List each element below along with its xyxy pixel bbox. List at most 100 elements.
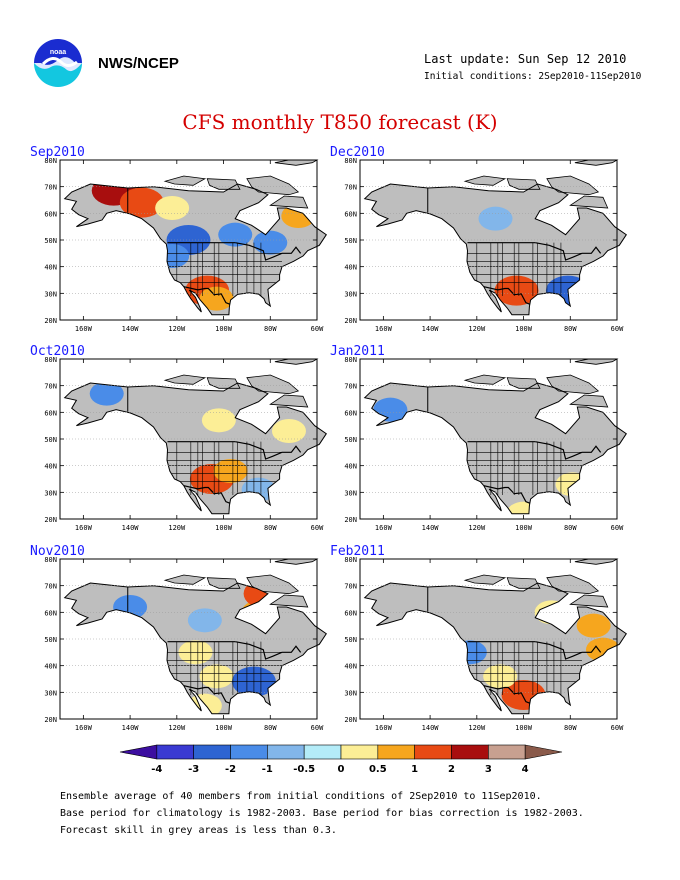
island [546, 574, 600, 595]
lon-tick-label: 140W [122, 325, 140, 333]
anomaly-patch [483, 664, 518, 689]
lat-tick-label: 40N [44, 264, 57, 272]
lat-tick-label: 30N [344, 689, 357, 697]
colorbar-label: -1 [262, 764, 273, 775]
lon-tick-label: 140W [122, 524, 140, 532]
forecast-panel-dec2010: 80N 70N 60N 50N 40N 30N 20N 160W 140W 120W 100W 80W… [330, 145, 630, 335]
axis-ticks [360, 159, 618, 321]
lon-tick-label: 60W [311, 524, 324, 532]
forecast-map: 80N 70N 60N 50N 40N 30N 20N 160W 140W 120W 100W 80W… [44, 556, 327, 732]
axis-ticks [60, 159, 318, 321]
coastline [363, 382, 627, 515]
forecast-panel-nov2010: 80N 70N 60N 50N 40N 30N 20N 160W 140W 120W 100W 80W… [30, 544, 330, 734]
island [163, 175, 207, 186]
lon-tick-label: 160W [75, 325, 93, 333]
lon-tick-label: 100W [215, 325, 233, 333]
axis-ticks [60, 558, 318, 720]
anomaly-layer [89, 383, 306, 502]
lon-tick-label: 140W [422, 325, 440, 333]
lat-tick-label: 80N [44, 356, 57, 364]
lat-tick-label: 50N [44, 237, 57, 245]
colorbar-segment [524, 744, 563, 760]
lon-tick-label: 160W [75, 724, 93, 732]
lat-tick-label: 20N [44, 516, 57, 524]
lon-tick-label: 120W [468, 524, 486, 532]
footer-notes: Ensemble average of 40 members from init… [60, 788, 584, 839]
anomaly-patch [576, 613, 611, 638]
anomaly-patch [494, 275, 539, 306]
colorbar-label: 2 [448, 764, 455, 775]
anomaly-patch [187, 608, 222, 633]
colorbar-label: -3 [188, 764, 199, 775]
anomaly-patch [201, 408, 236, 433]
lon-tick-label: 100W [515, 524, 533, 532]
lon-tick-label: 100W [515, 325, 533, 333]
coastline [63, 582, 327, 715]
lon-tick-label: 120W [168, 524, 186, 532]
island [546, 175, 600, 196]
lon-tick-label: 100W [515, 724, 533, 732]
island [163, 374, 207, 385]
svg-text:noaa: noaa [50, 49, 66, 56]
island [246, 175, 300, 196]
lon-tick-label: 80W [564, 724, 577, 732]
lat-tick-label: 80N [44, 556, 57, 564]
anomaly-patch [199, 286, 234, 311]
colorbar-segment [193, 744, 231, 760]
anomaly-patch [199, 664, 234, 689]
lat-tick-label: 80N [344, 157, 357, 165]
lon-tick-label: 80W [264, 325, 277, 333]
lat-tick-label: 50N [344, 237, 357, 245]
forecast-panel-feb2011: 80N 70N 60N 50N 40N 30N 20N 160W 140W 120W 100W 80W… [330, 544, 630, 734]
island [546, 374, 600, 395]
lat-tick-label: 40N [344, 264, 357, 272]
anomaly-patch [89, 383, 124, 406]
forecast-panel-jan2011: 80N 70N 60N 50N 40N 30N 20N 160W 140W 120W 100W 80W… [330, 344, 630, 534]
island [269, 394, 309, 408]
lat-tick-label: 30N [44, 689, 57, 697]
lat-tick-label: 60N [44, 609, 57, 617]
coastline [363, 183, 627, 316]
state-boundaries [427, 187, 602, 305]
island [569, 394, 609, 408]
forecast-map: 80N 70N 60N 50N 40N 30N 20N 160W 140W 120W 100W 80W… [44, 356, 327, 532]
lat-tick-label: 80N [344, 356, 357, 364]
lat-tick-label: 20N [344, 516, 357, 524]
colorbar-label: 1 [411, 764, 418, 775]
island [269, 594, 309, 608]
colorbar-segment [377, 744, 415, 760]
lat-tick-label: 70N [44, 184, 57, 192]
graticule [60, 359, 317, 519]
forecast-map: 80N 70N 60N 50N 40N 30N 20N 160W 140W 120W 100W 80W… [344, 556, 627, 732]
colorbar-segment [119, 744, 158, 760]
colorbar-label: -2 [225, 764, 236, 775]
colorbar-segment [156, 744, 194, 760]
lon-tick-label: 160W [375, 524, 393, 532]
lat-tick-label: 60N [44, 409, 57, 417]
coastline [63, 183, 327, 316]
lat-tick-label: 80N [44, 157, 57, 165]
anomaly-patch [213, 459, 248, 483]
lat-tick-label: 40N [44, 463, 57, 471]
lat-tick-label: 70N [344, 184, 357, 192]
forecast-panel-oct2010: 80N 70N 60N 50N 40N 30N 20N 160W 140W 120W 100W 80W… [30, 344, 330, 534]
lat-tick-label: 20N [344, 317, 357, 325]
state-boundaries [427, 386, 602, 504]
last-update-text: Last update: Sun Sep 12 2010 [424, 52, 627, 66]
lat-tick-label: 30N [344, 489, 357, 497]
coastline [63, 382, 327, 515]
lon-tick-label: 140W [122, 724, 140, 732]
footer-line: Ensemble average of 40 members from init… [60, 791, 542, 802]
colorbar-segment [230, 744, 268, 760]
lat-tick-label: 20N [44, 317, 57, 325]
lat-tick-label: 50N [44, 436, 57, 444]
lat-tick-label: 70N [44, 383, 57, 391]
lon-tick-label: 120W [468, 724, 486, 732]
page-title: CFS monthly T850 forecast (K) [182, 110, 498, 134]
lat-tick-label: 30N [44, 290, 57, 298]
colorbar-segment [340, 744, 379, 760]
lon-tick-label: 160W [75, 524, 93, 532]
colorbar-label: -4 [151, 764, 162, 775]
island [463, 574, 507, 585]
anomaly-patch [218, 222, 253, 247]
